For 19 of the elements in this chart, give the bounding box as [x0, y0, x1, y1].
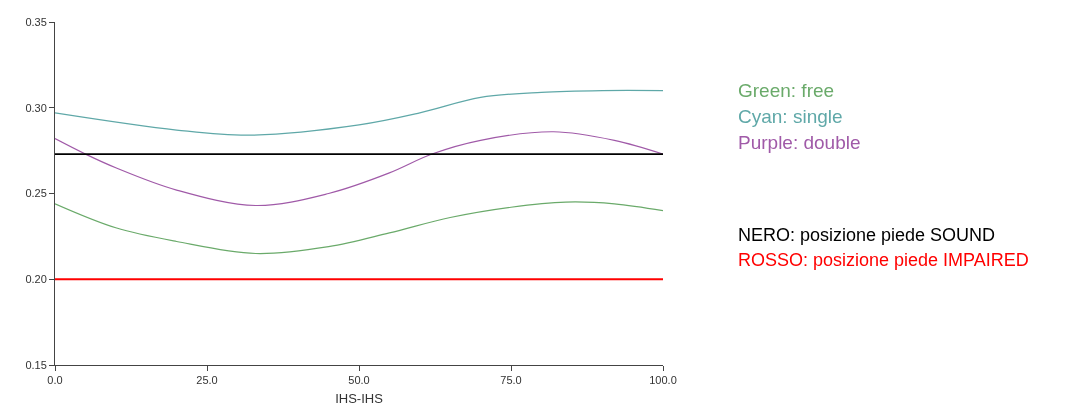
text: Purple: double [738, 132, 861, 153]
y-tick-label: 0.20 [25, 273, 47, 286]
text: Green: free [738, 80, 835, 101]
y-tick-label: 0.35 [25, 15, 47, 28]
line-series [55, 131, 663, 207]
text: Cyan: single [738, 106, 843, 127]
x-tick-label: 100.0 [649, 374, 677, 387]
line-series [55, 201, 663, 255]
line-series [55, 89, 663, 136]
y-tick-label: 0.30 [25, 101, 47, 114]
y-tick-label: 0.25 [25, 187, 47, 200]
ref-line-label: NERO: posizione piede SOUND [738, 225, 996, 245]
y-tick-label: 0.15 [25, 358, 47, 371]
ref-line-label: ROSSO: posizione piede IMPAIRED [738, 250, 1029, 270]
x-axis-title: IHS-IHS [335, 390, 384, 406]
x-tick-label: 75.0 [500, 374, 522, 387]
x-tick-label: 50.0 [348, 374, 370, 387]
x-tick-label: 0.0 [47, 374, 63, 387]
x-tick-label: 25.0 [196, 374, 218, 387]
